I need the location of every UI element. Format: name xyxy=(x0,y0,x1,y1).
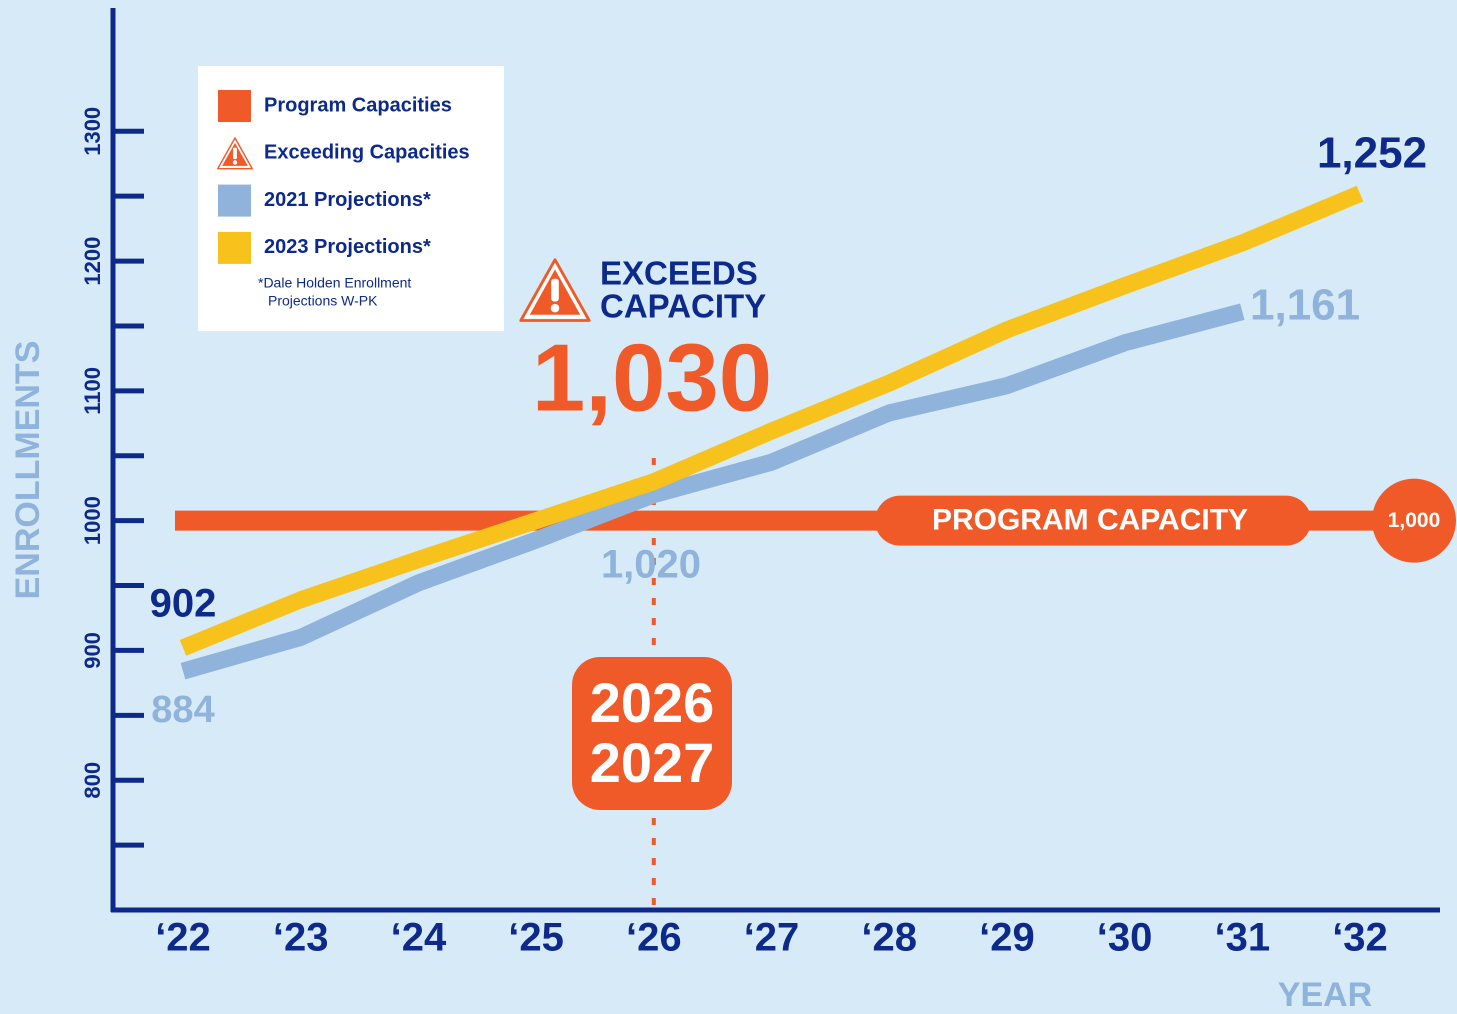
warning-dot xyxy=(550,303,560,313)
period-box xyxy=(572,657,732,810)
legend-label: Exceeding Capacities xyxy=(264,142,470,164)
warning-bang xyxy=(233,147,237,160)
capacity-label: PROGRAM CAPACITY xyxy=(932,504,1248,537)
legend-label: 2021 Projections* xyxy=(264,189,431,211)
x-tick-label: ‘32 xyxy=(1332,916,1388,960)
x-tick-label: ‘31 xyxy=(1214,916,1270,960)
y-axis-label: ENROLLMENTS xyxy=(9,341,47,600)
warning-icon xyxy=(216,137,254,170)
x-tick-label: ‘26 xyxy=(626,916,682,960)
y-tick-label: 1300 xyxy=(80,107,105,156)
exceed-label: EXCEEDS xyxy=(600,255,758,292)
data-label: 1,161 xyxy=(1250,281,1360,330)
period-label: 2027 xyxy=(590,731,715,794)
legend-note: *Dale Holden Enrollment xyxy=(258,275,411,291)
warning-bang xyxy=(551,278,559,302)
series-line xyxy=(179,185,1364,656)
data-label: 1,020 xyxy=(601,543,701,587)
legend-note: Projections W-PK xyxy=(268,293,378,309)
legend-swatch xyxy=(218,90,251,122)
legend-label: 2023 Projections* xyxy=(264,236,431,258)
x-axis-label: YEAR xyxy=(1278,976,1372,1014)
warning-dot xyxy=(232,160,238,165)
capacity-badge xyxy=(1372,478,1456,563)
data-label: 884 xyxy=(151,689,214,731)
x-tick-label: ‘22 xyxy=(155,916,211,960)
x-tick-label: ‘28 xyxy=(861,916,917,960)
y-tick-label: 1100 xyxy=(80,367,105,415)
warning-triangle-outline xyxy=(216,137,254,170)
warning-icon xyxy=(519,258,591,322)
x-tick-label: ‘30 xyxy=(1097,916,1153,960)
period-label: 2026 xyxy=(590,671,715,734)
exceed-label: CAPACITY xyxy=(600,288,766,325)
data-label: 902 xyxy=(150,582,217,626)
legend-label: Program Capacities xyxy=(264,94,452,116)
y-tick-label: 900 xyxy=(80,632,105,669)
series-line xyxy=(180,303,1245,680)
y-tick-label: 800 xyxy=(80,762,105,799)
capacity-pill xyxy=(875,495,1311,546)
x-tick-label: ‘24 xyxy=(391,916,447,960)
x-tick-label: ‘25 xyxy=(508,916,564,960)
x-tick-label: ‘23 xyxy=(273,916,329,960)
highlight-value-label: 1,030 xyxy=(532,324,772,431)
warning-triangle-outline xyxy=(519,258,591,322)
x-tick-label: ‘27 xyxy=(744,916,800,960)
data-label: 1,252 xyxy=(1317,129,1427,178)
legend-swatch xyxy=(218,231,251,264)
x-tick-label: ‘29 xyxy=(979,916,1035,960)
y-tick-label: 1000 xyxy=(80,496,105,545)
legend-swatch xyxy=(218,184,251,217)
capacity-value-label: 1,000 xyxy=(1388,509,1441,532)
y-tick-label: 1200 xyxy=(80,237,105,286)
